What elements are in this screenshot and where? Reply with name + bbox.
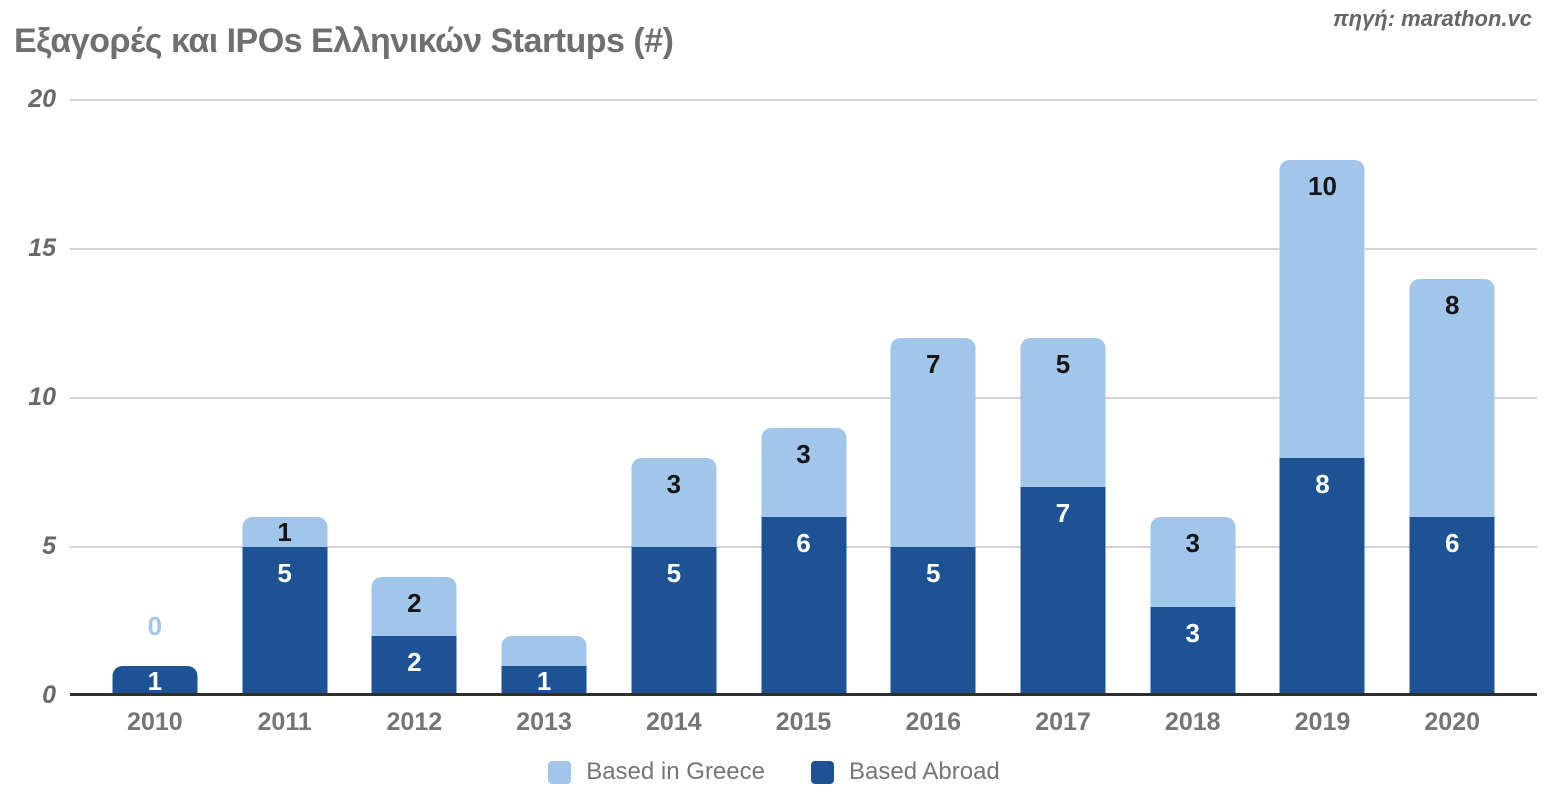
bar-segment-based-in-greece-2017: 5 — [1020, 338, 1106, 488]
category-2012: 2 2 2012 — [349, 100, 479, 736]
category-2014: 3 5 2014 — [609, 100, 739, 736]
category-2010: 1 0 2010 — [90, 100, 220, 736]
category-2011: 1 5 2011 — [220, 100, 350, 736]
source-note: πηγή: marathon.vc — [1332, 6, 1532, 31]
x-axis-label-2010: 2010 — [127, 708, 183, 736]
chart-title: Εξαγορές και IPOs Ελληνικών Startups (#) — [14, 22, 674, 60]
bar-segment-based-abroad-2012: 2 — [371, 636, 457, 696]
bar-value-label: 3 — [666, 468, 682, 499]
x-axis-label-2011: 2011 — [257, 708, 312, 736]
y-axis-label-15: 15 — [28, 234, 56, 262]
bar-segment-based-abroad-2019: 8 — [1279, 457, 1365, 696]
bar-value-label: 1 — [277, 517, 292, 548]
x-axis-label-2017: 2017 — [1035, 708, 1091, 736]
bar-value-label: 8 — [1444, 289, 1460, 320]
category-2019: 10 8 2019 — [1258, 100, 1388, 736]
bars-row: 1 0 2010 1 5 2011 2 2 2012 1 2013 3 5 2014 3 6 2015 7 5 201… — [90, 100, 1517, 736]
gridline-y-15 — [70, 248, 1537, 250]
x-axis-label-2016: 2016 — [905, 708, 962, 736]
bar-segment-based-in-greece-2011: 1 — [242, 517, 328, 548]
bar-segment-based-abroad-2014: 5 — [631, 547, 717, 696]
bar-segment-based-in-greece-2018: 3 — [1150, 517, 1236, 607]
bar-value-label-zero: 0 — [147, 611, 163, 642]
legend-label-based-in-greece: Based in Greece — [586, 758, 765, 785]
bar-value-label: 5 — [926, 558, 941, 588]
bar-value-label: 2 — [407, 647, 422, 678]
bar-value-label: 3 — [1185, 528, 1200, 559]
bar-segment-based-abroad-2010: 1 — [112, 666, 198, 697]
bar-segment-based-in-greece-2012: 2 — [371, 576, 457, 637]
bar-value-label: 1 — [147, 666, 163, 697]
bar-value-label: 6 — [796, 528, 811, 559]
x-axis-label-2014: 2014 — [645, 708, 702, 736]
bar-segment-based-in-greece-2013 — [501, 636, 587, 667]
x-axis-label-2019: 2019 — [1294, 708, 1351, 736]
bar-segment-based-abroad-2013: 1 — [501, 666, 587, 697]
x-axis-label-2013: 2013 — [516, 708, 572, 736]
bar-value-label: 2 — [407, 587, 422, 618]
x-axis-label-2020: 2020 — [1424, 708, 1481, 736]
bar-value-label: 5 — [277, 558, 292, 588]
bar-value-label: 3 — [796, 438, 811, 469]
x-axis-label-2012: 2012 — [386, 708, 443, 736]
legend: Based in Greece Based Abroad — [0, 758, 1548, 786]
category-2017: 5 7 2017 — [998, 100, 1128, 736]
category-2020: 8 6 2020 — [1387, 100, 1517, 736]
gridline-y-20 — [70, 99, 1537, 101]
legend-label-based-abroad: Based Abroad — [848, 758, 1000, 785]
category-2018: 3 3 2018 — [1128, 100, 1258, 736]
bar-value-label: 6 — [1444, 528, 1460, 559]
y-axis-label-0: 0 — [42, 681, 56, 709]
bar-segment-based-in-greece-2020: 8 — [1409, 278, 1495, 518]
y-axis-label-10: 10 — [28, 383, 56, 411]
bar-segment-based-abroad-2011: 5 — [242, 547, 328, 696]
bar-value-label: 1 — [536, 666, 552, 697]
category-2015: 3 6 2015 — [739, 100, 869, 736]
x-axis-label-2018: 2018 — [1164, 708, 1221, 736]
y-axis-label-20: 20 — [28, 85, 56, 113]
bar-stack-2019: 10 8 — [1279, 159, 1365, 696]
category-2013: 1 2013 — [479, 100, 609, 736]
bar-segment-based-in-greece-2015: 3 — [761, 427, 847, 518]
x-axis-label-2015: 2015 — [775, 708, 832, 736]
bar-segment-based-abroad-2018: 3 — [1150, 606, 1236, 696]
bar-value-label: 10 — [1308, 170, 1337, 201]
legend-item-based-in-greece: Based in Greece — [548, 758, 765, 786]
bar-value-label: 7 — [1055, 498, 1071, 529]
bar-segment-based-in-greece-2016: 7 — [890, 338, 976, 547]
bar-segment-based-in-greece-2019: 10 — [1279, 159, 1365, 458]
bar-value-label: 8 — [1315, 468, 1330, 499]
bar-value-label: 5 — [1055, 349, 1071, 380]
legend-swatch-based-in-greece — [548, 760, 572, 784]
bar-segment-based-abroad-2015: 6 — [761, 517, 847, 696]
gridline-y-10 — [70, 397, 1537, 399]
bar-value-label: 5 — [666, 558, 682, 588]
legend-item-based-abroad: Based Abroad — [810, 758, 1000, 786]
bar-segment-based-abroad-2017: 7 — [1020, 487, 1106, 696]
bar-stack-2013: 1 — [501, 636, 587, 697]
bar-value-label: 7 — [926, 349, 941, 380]
y-axis-label-5: 5 — [42, 532, 56, 560]
plot-area: 0 5 10 15 20 1 0 2010 1 5 2011 2 2 2012 1 2013 3 5 2014 3 6… — [28, 85, 1537, 736]
bar-value-label: 3 — [1185, 617, 1200, 648]
bar-segment-based-in-greece-2014: 3 — [631, 457, 717, 547]
category-2016: 7 5 2016 — [868, 100, 998, 736]
bar-segment-based-abroad-2020: 6 — [1409, 517, 1495, 696]
bar-segment-based-abroad-2016: 5 — [890, 547, 976, 696]
legend-swatch-based-abroad — [810, 760, 834, 784]
x-axis-baseline — [70, 693, 1537, 696]
